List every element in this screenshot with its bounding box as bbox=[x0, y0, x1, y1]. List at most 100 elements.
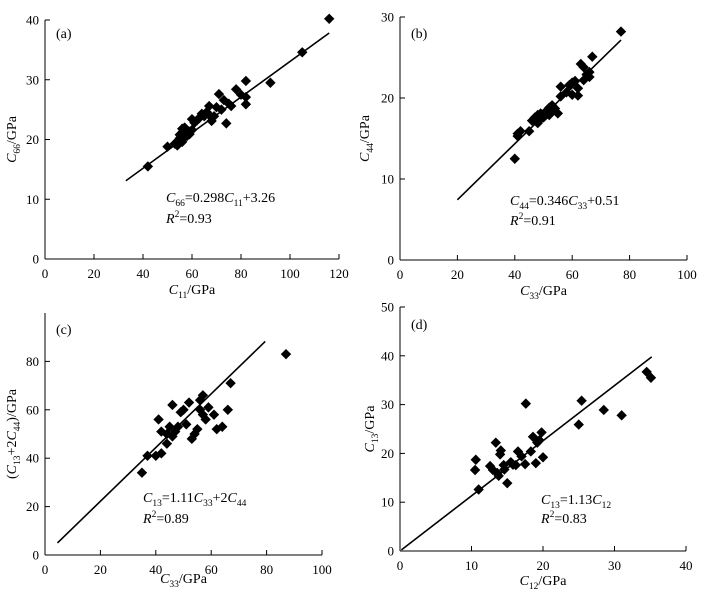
data-point bbox=[537, 452, 549, 463]
data-point bbox=[510, 459, 522, 471]
panel-label: (c) bbox=[56, 323, 72, 338]
y-tick-label: 50 bbox=[381, 300, 394, 315]
data-point bbox=[222, 404, 234, 415]
y-tick-label: 30 bbox=[381, 397, 394, 412]
regression-equation: C66=0.298C11+3.26 bbox=[166, 191, 275, 209]
regression-equation: C13=1.11C33+2C44 bbox=[143, 491, 247, 509]
data-point bbox=[235, 89, 247, 100]
data-point bbox=[203, 100, 215, 112]
x-axis-title: C33/GPa bbox=[520, 284, 568, 302]
x-tick-label: 100 bbox=[677, 267, 697, 282]
y-axis-title: C44/GPa bbox=[358, 114, 376, 162]
data-point bbox=[573, 419, 584, 430]
data-point bbox=[572, 83, 584, 94]
x-tick-label: 40 bbox=[149, 562, 162, 577]
panel-a: 0 20 40 60 80 100 120 0 10 20 30 40 (a) C66=0.298C11+… bbox=[5, 13, 349, 302]
data-point bbox=[142, 450, 153, 461]
data-point bbox=[509, 153, 520, 164]
data-point bbox=[578, 74, 589, 86]
data-point bbox=[569, 75, 581, 87]
panel-d: 0 10 20 30 40 0 10 20 30 40 50 (d) C13=1.13C12R2=0.8… bbox=[363, 300, 693, 593]
regression-line bbox=[400, 356, 653, 551]
data-point bbox=[512, 446, 524, 457]
data-point bbox=[512, 128, 523, 139]
y-tick-label: 20 bbox=[26, 499, 39, 514]
x-tick-label: 20 bbox=[451, 267, 464, 282]
y-tick-label: 0 bbox=[388, 253, 395, 268]
data-point bbox=[519, 458, 531, 470]
data-point bbox=[572, 90, 584, 101]
data-point bbox=[615, 26, 627, 37]
data-point bbox=[581, 69, 592, 80]
data-point bbox=[217, 421, 228, 432]
panel-label: (b) bbox=[411, 27, 428, 42]
data-point bbox=[174, 129, 185, 140]
x-tick-label: 100 bbox=[312, 562, 332, 577]
data-point bbox=[495, 445, 507, 456]
data-point bbox=[240, 75, 252, 87]
origin-label: 0 bbox=[33, 548, 40, 563]
x-axis-title: C33/GPa bbox=[160, 572, 208, 590]
data-point bbox=[584, 71, 595, 83]
data-point bbox=[136, 467, 148, 478]
y-tick-label: 60 bbox=[26, 402, 39, 417]
x-tick-label: 40 bbox=[137, 266, 150, 281]
data-point bbox=[575, 58, 587, 70]
y-tick-label: 20 bbox=[381, 446, 394, 461]
x-tick-label: 0 bbox=[42, 266, 49, 281]
data-point bbox=[181, 419, 192, 430]
data-point bbox=[490, 437, 502, 448]
data-point bbox=[265, 77, 276, 88]
y-tick-label: 40 bbox=[26, 451, 39, 466]
data-point bbox=[172, 421, 184, 432]
y-tick-label: 40 bbox=[26, 13, 39, 28]
data-point bbox=[324, 13, 335, 25]
data-point bbox=[199, 110, 210, 122]
x-tick-label: 100 bbox=[280, 266, 300, 281]
x-tick-label: 0 bbox=[42, 562, 49, 577]
data-point bbox=[208, 409, 220, 420]
x-tick-label: 10 bbox=[465, 558, 478, 573]
y-tick-label: 0 bbox=[33, 252, 40, 267]
data-point bbox=[469, 464, 481, 476]
data-point bbox=[208, 110, 220, 122]
y-tick-label: 40 bbox=[381, 348, 394, 363]
y-axis-title: (C13+2C44)/GPa bbox=[5, 388, 23, 479]
regression-equation: C13=1.13C12 bbox=[541, 493, 611, 511]
y-tick-label: 20 bbox=[26, 132, 39, 147]
data-point bbox=[297, 47, 308, 58]
y-axis-title: C66/GPa bbox=[5, 115, 23, 163]
data-point bbox=[520, 398, 532, 409]
data-point bbox=[211, 102, 222, 113]
x-tick-label: 20 bbox=[88, 266, 101, 281]
data-point bbox=[470, 454, 481, 465]
y-tick-label: 80 bbox=[26, 354, 39, 369]
data-point bbox=[240, 91, 252, 103]
data-point bbox=[567, 89, 578, 100]
data-point bbox=[192, 423, 203, 435]
data-point bbox=[515, 126, 526, 137]
x-tick-label: 60 bbox=[186, 266, 199, 281]
panel-b: 0 20 40 60 80 100 0 10 20 30 (b) C44=0.346C33+0.51R… bbox=[358, 10, 697, 303]
data-point bbox=[576, 395, 587, 406]
data-point bbox=[200, 414, 211, 425]
data-point bbox=[499, 464, 510, 475]
data-point bbox=[502, 477, 513, 489]
x-tick-label: 20 bbox=[94, 562, 107, 577]
x-tick-label: 80 bbox=[260, 562, 273, 577]
data-point bbox=[167, 399, 178, 411]
data-point bbox=[645, 372, 657, 383]
regression-line bbox=[56, 340, 266, 544]
x-axis-title: C11/GPa bbox=[169, 283, 216, 301]
y-tick-label: 10 bbox=[381, 172, 394, 187]
data-point bbox=[493, 470, 504, 482]
data-point bbox=[221, 118, 232, 129]
data-point bbox=[555, 91, 566, 102]
data-point bbox=[178, 404, 189, 415]
panel-label: (a) bbox=[56, 27, 72, 42]
r-squared: R2=0.93 bbox=[165, 210, 212, 227]
y-tick-label: 30 bbox=[26, 72, 39, 87]
y-tick-label: 20 bbox=[381, 91, 394, 106]
data-point bbox=[183, 397, 195, 408]
x-tick-label: 30 bbox=[608, 558, 621, 573]
